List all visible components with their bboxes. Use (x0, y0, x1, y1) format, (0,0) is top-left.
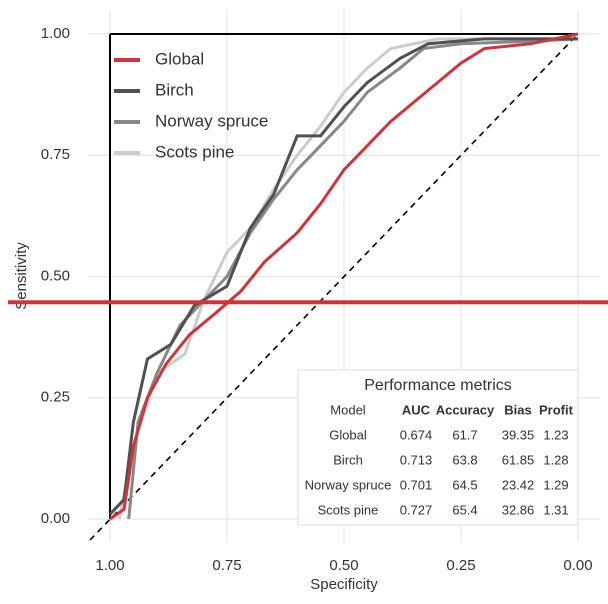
table-cell: 1.31 (543, 502, 568, 517)
y-tick-label: 0.00 (41, 510, 70, 527)
table-header: Profit (539, 402, 574, 417)
roc-line (117, 37, 578, 520)
table-cell: 23.42 (502, 477, 535, 492)
x-tick-label: 0.50 (329, 557, 358, 574)
legend-label: Norway spruce (155, 111, 268, 130)
table-cell: 0.713 (400, 452, 433, 467)
x-tick-label: 0.00 (563, 557, 592, 574)
table-header: Model (330, 402, 366, 417)
legend: Global Birch Norway spruce Scots pine (114, 49, 268, 161)
table-cell: Scots pine (318, 502, 379, 517)
table-header: Bias (504, 402, 531, 417)
table-cell: Global (329, 427, 367, 442)
y-axis-title: Sensitivity (13, 242, 30, 310)
inset-table: Performance metrics Model AUC Accuracy Bias… (297, 369, 579, 526)
series-lines (108, 32, 579, 521)
legend-label: Global (155, 49, 204, 68)
x-axis-title: Specificity (310, 576, 378, 593)
roc-line (109, 32, 579, 521)
table-cell: 61.85 (502, 452, 535, 467)
table-cell: Norway spruce (305, 477, 392, 492)
chance-line (89, 33, 579, 541)
table-cell: 0.701 (400, 477, 433, 492)
table-cell: 65.4 (452, 502, 477, 517)
y-tick-label: 1.00 (41, 25, 70, 42)
table-cell: Birch (333, 452, 363, 467)
table-cell: 1.29 (543, 477, 568, 492)
table-cell: 1.28 (543, 452, 568, 467)
x-tick-label: 0.25 (446, 557, 475, 574)
table-cell: 64.5 (452, 477, 477, 492)
legend-label: Birch (155, 80, 194, 99)
table-cell: 0.674 (400, 427, 433, 442)
y-tick-label: 0.75 (41, 146, 70, 163)
x-tick-label: 0.75 (212, 557, 241, 574)
table-box (297, 369, 579, 526)
table-header: Accuracy (436, 402, 495, 417)
table-cell: 1.23 (543, 427, 568, 442)
y-tick-label: 0.50 (41, 267, 70, 284)
table-title: Performance metrics (364, 377, 512, 394)
roc-line (108, 37, 578, 516)
y-tick-label: 0.25 (41, 389, 70, 406)
table-cell: 61.7 (452, 427, 477, 442)
table-cell: 0.727 (400, 502, 433, 517)
table-cell: 39.35 (502, 427, 535, 442)
legend-label: Scots pine (155, 142, 234, 161)
table-cell: 32.86 (502, 502, 535, 517)
table-cell: 63.8 (452, 452, 477, 467)
table-header: AUC (402, 402, 431, 417)
x-tick-label: 1.00 (95, 557, 124, 574)
